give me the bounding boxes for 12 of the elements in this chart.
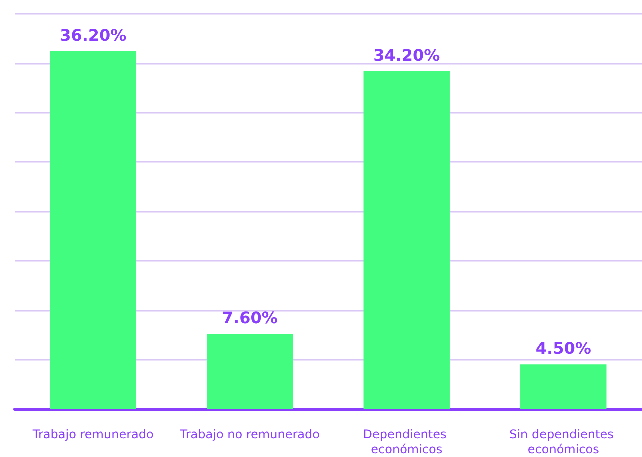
x-tick-label: Trabajo no remunerado	[179, 428, 320, 442]
data-label: 36.20%	[60, 26, 127, 46]
bar	[207, 334, 294, 409]
data-label: 34.20%	[374, 46, 440, 65]
x-tick-label: Sin dependientes económicos	[510, 428, 618, 456]
data-label: 4.50%	[536, 339, 592, 358]
bar	[50, 52, 136, 409]
data-label: 7.60%	[222, 308, 278, 328]
x-tick-label: Trabajo remunerado	[32, 428, 154, 442]
x-tick-label: Dependientes económicos	[363, 428, 451, 456]
bar	[364, 71, 450, 409]
bar	[520, 364, 607, 409]
